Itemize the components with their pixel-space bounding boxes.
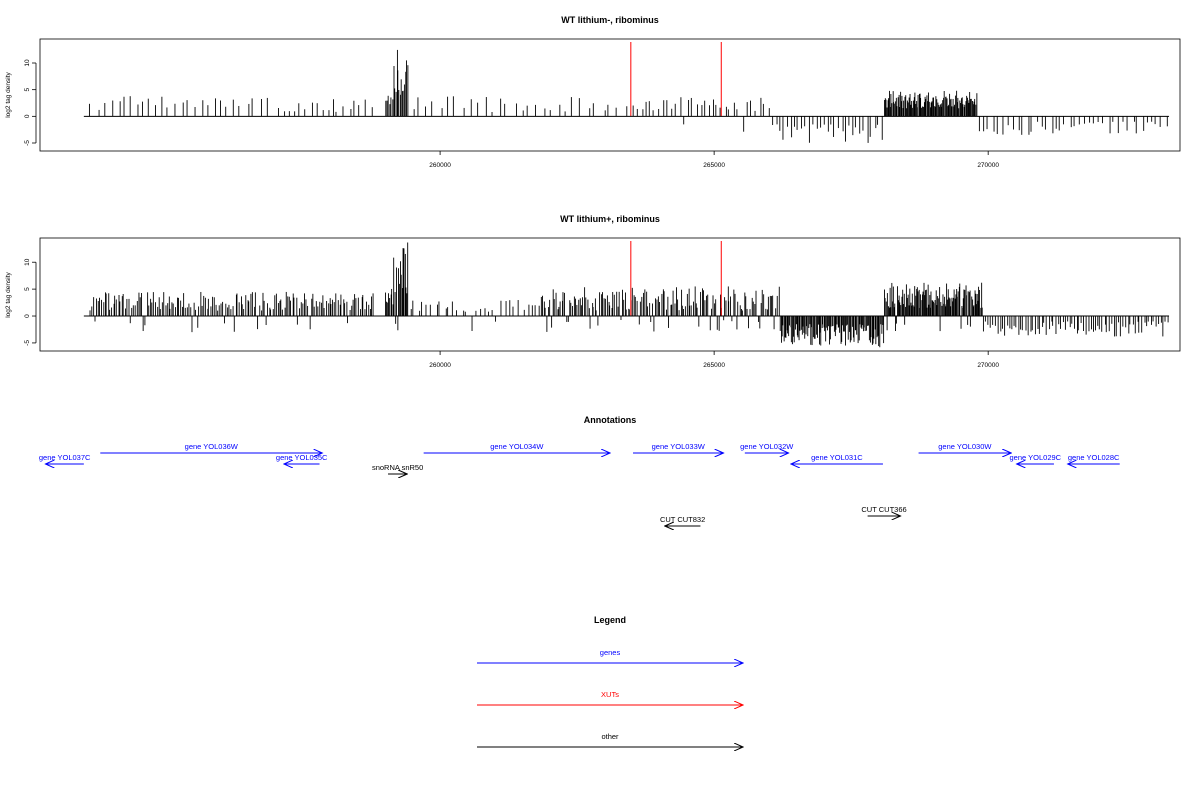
y-tick-label: 5 bbox=[24, 287, 31, 291]
annotations-title: Annotations bbox=[584, 415, 637, 425]
legend-label: genes bbox=[600, 648, 621, 657]
annotation-feature: gene YOL032W bbox=[740, 442, 794, 453]
annotation-feature: CUT CUT832 bbox=[660, 515, 705, 526]
track-panel-lithium-plus: WT lithium+, ribominus log2 tag density … bbox=[5, 214, 1181, 369]
xut-markers bbox=[630, 42, 722, 117]
annotation-feature: gene YOL037C bbox=[39, 453, 91, 464]
legend-entry: genes bbox=[477, 648, 743, 663]
annotation-feature: gene YOL030W bbox=[918, 442, 1012, 453]
feature-label: gene YOL032W bbox=[740, 442, 794, 451]
x-tick-label: 265000 bbox=[703, 162, 725, 169]
track-panel-lithium-minus: WT lithium-, ribominus log2 tag density … bbox=[5, 15, 1181, 169]
annotation-feature: gene YOL036W bbox=[100, 442, 322, 453]
legend-title: Legend bbox=[594, 615, 626, 625]
x-tick-label: 260000 bbox=[429, 362, 451, 369]
annotation-feature: snoRNA snR50 bbox=[372, 463, 423, 474]
feature-label: gene YOL036W bbox=[185, 442, 239, 451]
annotation-feature: gene YOL029C bbox=[1010, 453, 1062, 464]
feature-label: gene YOL028C bbox=[1068, 453, 1120, 462]
y-tick-label: -5 bbox=[24, 340, 31, 346]
y-axis-label: log2 tag density bbox=[5, 271, 12, 317]
feature-label: gene YOL033W bbox=[652, 442, 706, 451]
annotation-feature: gene YOL035C bbox=[276, 453, 328, 464]
legend: Legend genes XUTs other bbox=[477, 615, 743, 747]
feature-label: CUT CUT366 bbox=[861, 505, 906, 514]
feature-label: gene YOL035C bbox=[276, 453, 328, 462]
feature-label: gene YOL034W bbox=[490, 442, 544, 451]
feature-label: gene YOL029C bbox=[1010, 453, 1062, 462]
feature-label: gene YOL037C bbox=[39, 453, 91, 462]
y-tick-label: 0 bbox=[24, 114, 31, 118]
legend-label: other bbox=[601, 732, 619, 741]
y-axis: -5 0 5 10 bbox=[24, 258, 37, 346]
xut-markers bbox=[630, 241, 722, 317]
feature-label: gene YOL030W bbox=[938, 442, 992, 451]
bars-layer bbox=[89, 242, 1169, 348]
legend-entry: other bbox=[477, 732, 743, 747]
feature-label: CUT CUT832 bbox=[660, 515, 705, 524]
annotation-feature: CUT CUT366 bbox=[861, 505, 907, 516]
y-tick-label: -5 bbox=[24, 140, 31, 146]
y-tick-label: 5 bbox=[24, 87, 31, 91]
feature-label: snoRNA snR50 bbox=[372, 463, 423, 472]
legend-entries: genes XUTs other bbox=[477, 648, 743, 747]
annotation-feature: gene YOL031C bbox=[791, 453, 883, 464]
legend-label: XUTs bbox=[601, 690, 619, 699]
panel-title: WT lithium-, ribominus bbox=[561, 15, 659, 25]
annotation-feature: gene YOL033W bbox=[633, 442, 723, 453]
x-tick-label: 260000 bbox=[429, 162, 451, 169]
x-axis: 260000 265000 270000 bbox=[429, 151, 999, 169]
bars-layer bbox=[88, 49, 1168, 143]
annotation-feature: gene YOL028C bbox=[1068, 453, 1120, 464]
plot-frame bbox=[39, 38, 1181, 152]
annotation-feature: gene YOL034W bbox=[423, 442, 610, 453]
x-tick-label: 265000 bbox=[703, 362, 725, 369]
x-tick-label: 270000 bbox=[977, 362, 999, 369]
plot-frame bbox=[39, 237, 1181, 352]
y-tick-label: 0 bbox=[24, 314, 31, 318]
panel-title: WT lithium+, ribominus bbox=[560, 214, 660, 224]
y-tick-label: 10 bbox=[24, 258, 31, 266]
y-tick-label: 10 bbox=[24, 59, 31, 67]
y-axis-label: log2 tag density bbox=[5, 71, 12, 117]
x-axis: 260000 265000 270000 bbox=[429, 351, 999, 369]
legend-entry: XUTs bbox=[477, 690, 743, 705]
feature-label: gene YOL031C bbox=[811, 453, 863, 462]
x-tick-label: 270000 bbox=[977, 162, 999, 169]
annotation-features: gene YOL036W gene YOL037C gene YOL035C snoR… bbox=[39, 442, 1120, 526]
y-axis: -5 0 5 10 bbox=[24, 59, 37, 146]
